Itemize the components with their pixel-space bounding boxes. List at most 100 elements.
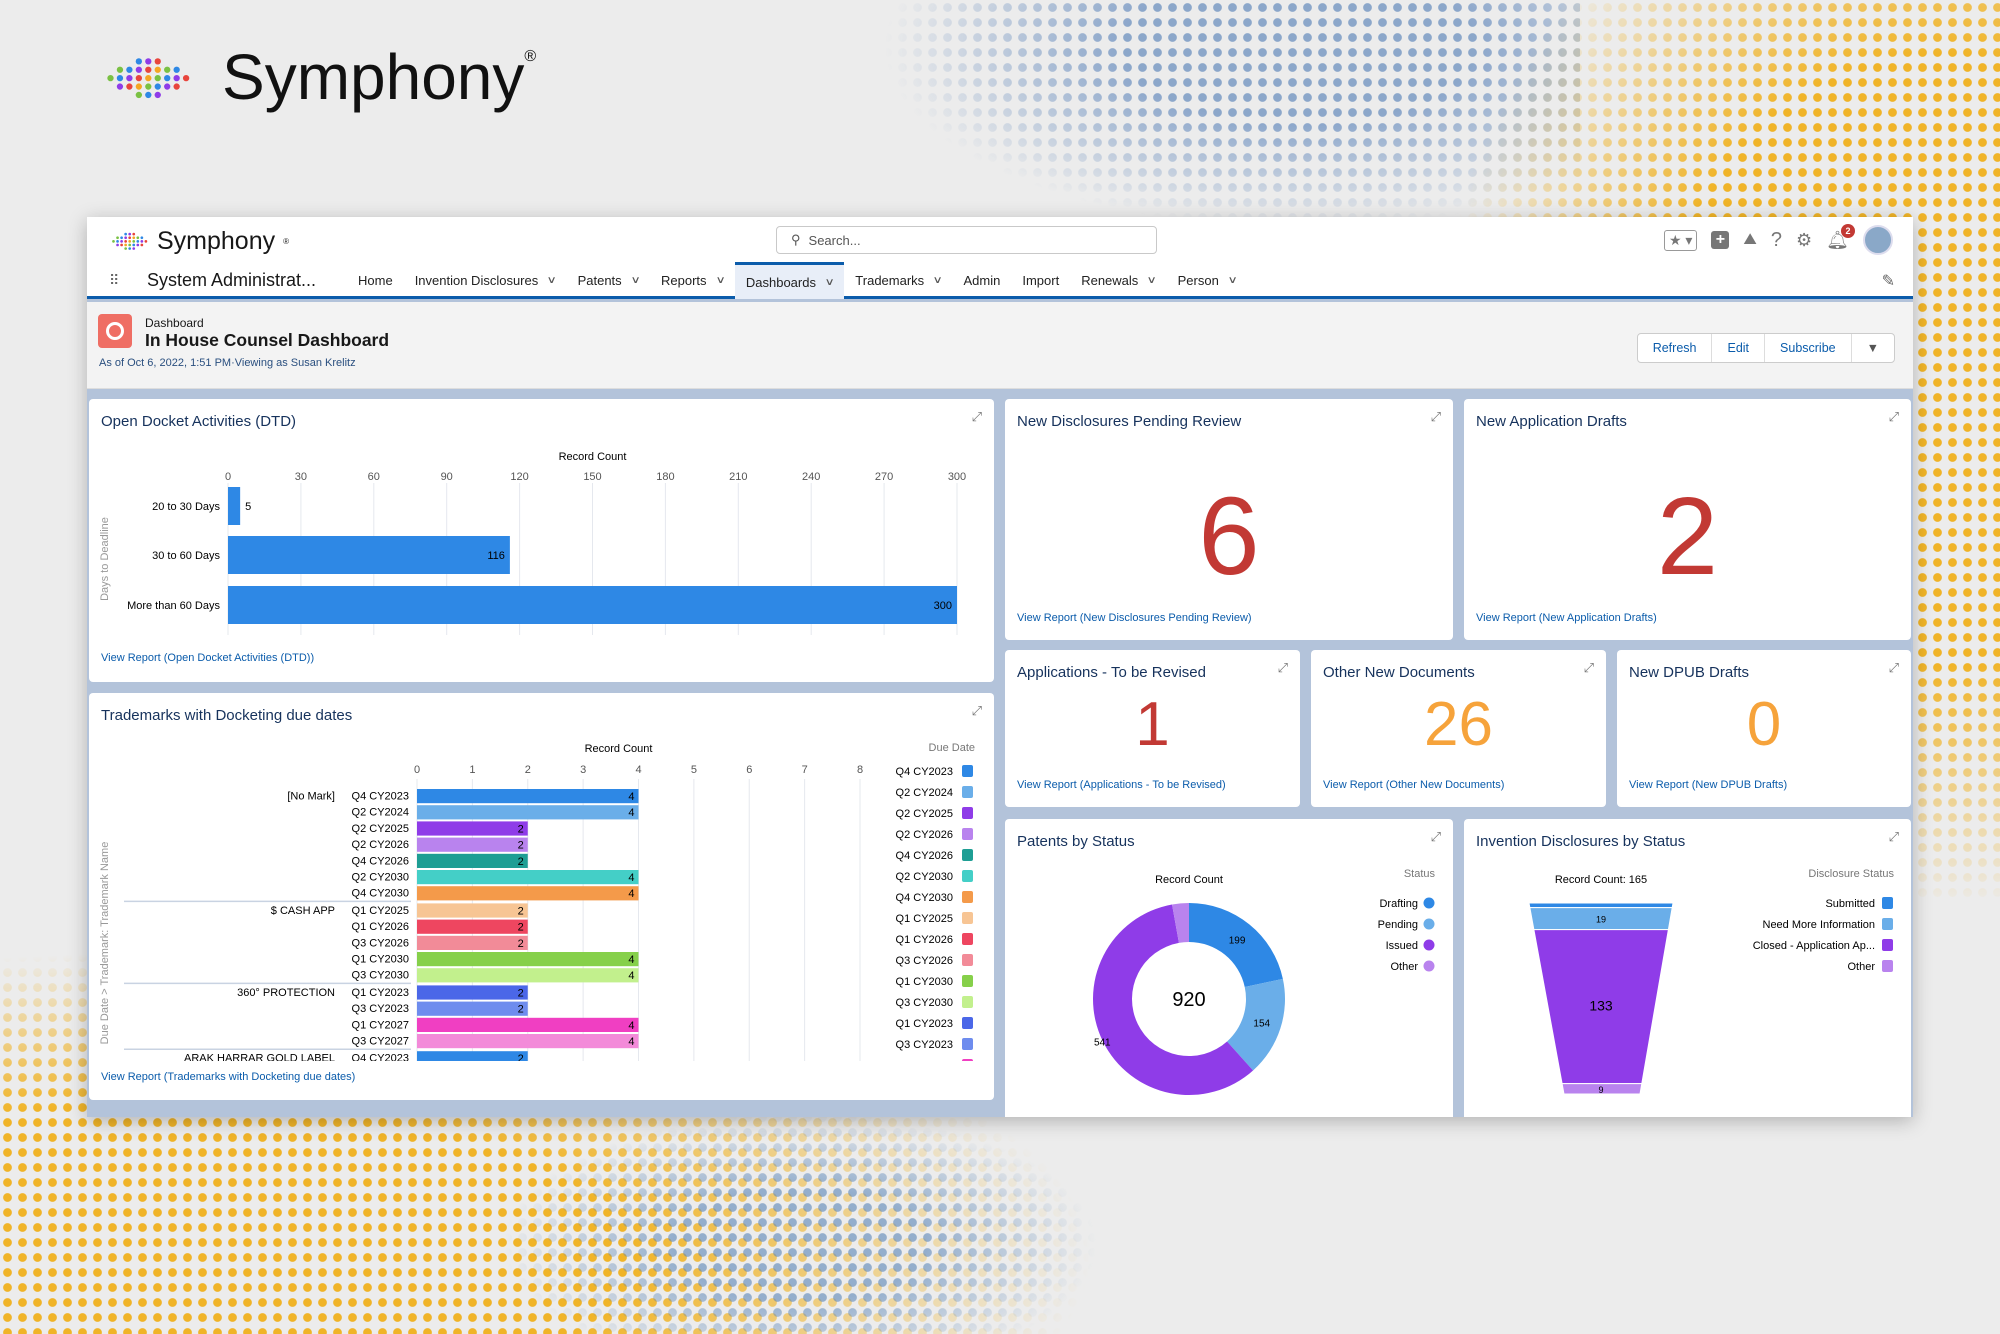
legend-label: Q3 CY2026 [896, 955, 953, 967]
search-input[interactable]: ⚲ Search... [776, 226, 1157, 254]
view-report-link[interactable]: View Report (New Application Drafts) [1476, 612, 1657, 624]
chevron-down-icon[interactable]: ∨ [1227, 275, 1238, 286]
bar [417, 1051, 528, 1061]
subscribe-button[interactable]: Subscribe [1765, 334, 1852, 362]
data-label: 2 [518, 1004, 524, 1016]
nav-item-patents[interactable]: Patents ∨ [567, 262, 650, 299]
logo-dot [145, 91, 152, 99]
trailhead-icon[interactable]: ⛰ [1743, 231, 1757, 248]
expand-icon[interactable]: ⤢ [1430, 829, 1441, 844]
due-date-label: Q3 CY2027 [352, 1036, 409, 1048]
metric-title: Other New Documents [1323, 664, 1475, 681]
more-actions-button[interactable]: ▼ [1866, 341, 1879, 355]
legend-label: Need More Information [1763, 919, 1876, 931]
logo-dot [116, 235, 119, 239]
nav-item-home[interactable]: Home [347, 262, 404, 299]
view-report-link[interactable]: View Report (New DPUB Drafts) [1629, 779, 1788, 791]
legend-label: Q1 CY2027 [896, 1060, 953, 1061]
legend-title: Disclosure Status [1808, 868, 1894, 880]
data-label: 2 [518, 823, 524, 835]
metric-tile: New Disclosures Pending Review ⤢ 6 View Rep… [1005, 399, 1453, 640]
donut-slice [1093, 904, 1254, 1095]
nav-item-invention-disclosures[interactable]: Invention Disclosures ∨ [404, 262, 567, 299]
x-tick-label: 60 [368, 471, 380, 483]
nav-item-dashboards[interactable]: Dashboards ∨ [734, 262, 845, 299]
view-report-link[interactable]: View Report (Applications - To be Revise… [1017, 779, 1226, 791]
bar [417, 903, 528, 918]
legend-label: Q3 CY2030 [896, 997, 953, 1009]
chevron-down-icon[interactable]: ∨ [630, 275, 641, 286]
app-launcher[interactable]: ⠿ System Administrat... [87, 270, 347, 291]
app-launcher-icon[interactable]: ⠿ [109, 272, 119, 288]
logo-dot [173, 75, 180, 82]
view-report-link[interactable]: View Report (Other New Documents) [1323, 779, 1505, 791]
refresh-button[interactable]: Refresh [1638, 334, 1713, 362]
avatar[interactable] [1863, 225, 1893, 255]
expand-icon[interactable]: ⤢ [971, 703, 982, 718]
panel-title: Patents by Status [1017, 833, 1135, 850]
bell-icon[interactable]: 🔔︎ 2 [1826, 223, 1855, 251]
legend-swatch [1882, 939, 1893, 951]
view-report-link[interactable]: View Report (Open Docket Activities (DTD… [101, 652, 315, 664]
chart-subtitle: Record Count: 165 [1555, 874, 1647, 886]
data-label: 19 [1596, 915, 1606, 925]
logo-dot [116, 75, 124, 82]
nav-item-admin[interactable]: Admin [953, 262, 1012, 299]
legend-swatch [1882, 960, 1893, 972]
due-date-label: Q1 CY2023 [352, 987, 409, 999]
expand-icon[interactable]: ⤢ [971, 409, 982, 424]
expand-icon[interactable]: ⤢ [1583, 660, 1594, 675]
logo-dot [140, 239, 144, 243]
chevron-down-icon[interactable]: ∨ [1146, 275, 1158, 286]
registered-mark: ® [283, 237, 290, 246]
x-tick-label: 210 [729, 471, 747, 483]
logo-dot [140, 243, 144, 246]
due-date-label: Q4 CY2023 [352, 1053, 409, 1061]
gear-icon[interactable]: ⚙ [1796, 229, 1813, 250]
app-logo[interactable]: Symphony ® [109, 227, 289, 256]
bar [417, 886, 639, 901]
chevron-down-icon[interactable]: ∨ [715, 275, 726, 286]
x-tick-label: 6 [746, 764, 752, 776]
favorites-button[interactable]: ★ ▾ [1663, 229, 1698, 251]
due-date-label: Q2 CY2030 [352, 872, 409, 884]
chevron-down-icon[interactable]: ∨ [824, 276, 835, 288]
nav-item-person[interactable]: Person ∨ [1167, 262, 1248, 299]
logo-dot [154, 66, 161, 73]
expand-icon[interactable]: ⤢ [1888, 829, 1899, 844]
expand-icon[interactable]: ⤢ [1888, 660, 1899, 675]
logo-dot [154, 75, 161, 82]
help-icon[interactable]: ? [1770, 228, 1782, 251]
edit-nav-icon[interactable]: ✎ [1881, 272, 1895, 290]
bar [417, 853, 528, 868]
nav-item-label: Reports [661, 273, 707, 288]
logo-dot [116, 243, 119, 246]
chevron-down-icon[interactable]: ∨ [932, 275, 943, 286]
nav-item-label: Admin [963, 273, 1001, 288]
chevron-down-icon[interactable]: ∨ [546, 275, 558, 286]
page-title: In House Counsel Dashboard [145, 330, 390, 350]
donut-slice [1227, 978, 1285, 1071]
logo-dot [116, 66, 124, 73]
search-icon: ⚲ [791, 232, 801, 247]
legend-swatch [1423, 897, 1435, 909]
x-tick-label: 90 [441, 471, 453, 483]
view-report-link[interactable]: View Report (Trademarks with Docketing d… [101, 1071, 356, 1083]
edit-button[interactable]: Edit [1712, 334, 1766, 362]
expand-icon[interactable]: ⤢ [1430, 409, 1441, 424]
expand-icon[interactable]: ⤢ [1277, 660, 1288, 675]
nav-item-trademarks[interactable]: Trademarks ∨ [844, 262, 952, 299]
nav-item-import[interactable]: Import [1011, 262, 1070, 299]
nav-item-reports[interactable]: Reports ∨ [650, 262, 735, 299]
legend-label: Q4 CY2023 [896, 766, 953, 778]
halftone-pattern [500, 1110, 1100, 1334]
global-add-icon[interactable]: + [1711, 231, 1730, 249]
logo-dot [128, 243, 132, 246]
expand-icon[interactable]: ⤢ [1888, 409, 1899, 424]
x-tick-label: 3 [580, 764, 586, 776]
nav-item-renewals[interactable]: Renewals ∨ [1070, 262, 1166, 299]
symphony-dots-logo [107, 58, 190, 99]
view-report-link[interactable]: View Report (New Disclosures Pending Rev… [1017, 612, 1252, 624]
data-label: 2 [518, 922, 524, 934]
logo-dot [135, 58, 142, 65]
